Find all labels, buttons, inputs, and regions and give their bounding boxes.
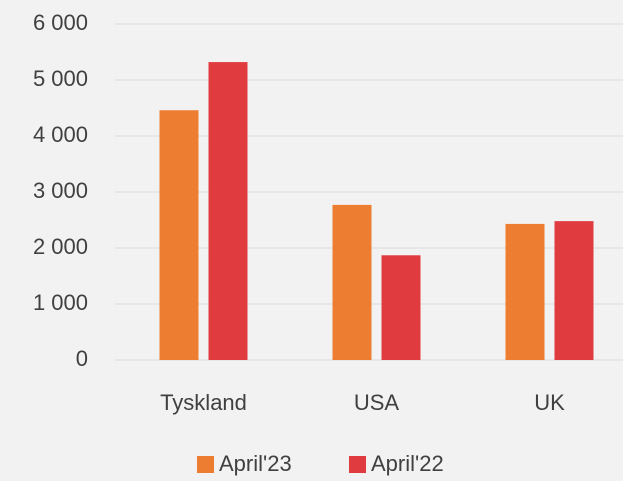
y-tick-label: 4 000 [33,122,88,147]
bar [554,221,594,360]
bar [505,223,545,360]
x-tick-label: Tyskland [160,390,247,415]
bar [332,204,372,360]
y-tick-label: 0 [76,346,88,371]
x-tick-label: USA [354,390,400,415]
bar [381,255,421,360]
legend-label: April'23 [219,451,292,476]
x-tick-label: UK [534,390,565,415]
bar [159,110,199,361]
legend-swatch [197,456,214,473]
y-tick-label: 5 000 [33,66,88,91]
y-tick-label: 3 000 [33,178,88,203]
legend-swatch [349,456,366,473]
y-tick-label: 2 000 [33,234,88,259]
y-tick-label: 1 000 [33,290,88,315]
y-tick-label: 6 000 [33,10,88,35]
bar [208,62,248,361]
legend-label: April'22 [371,451,444,476]
